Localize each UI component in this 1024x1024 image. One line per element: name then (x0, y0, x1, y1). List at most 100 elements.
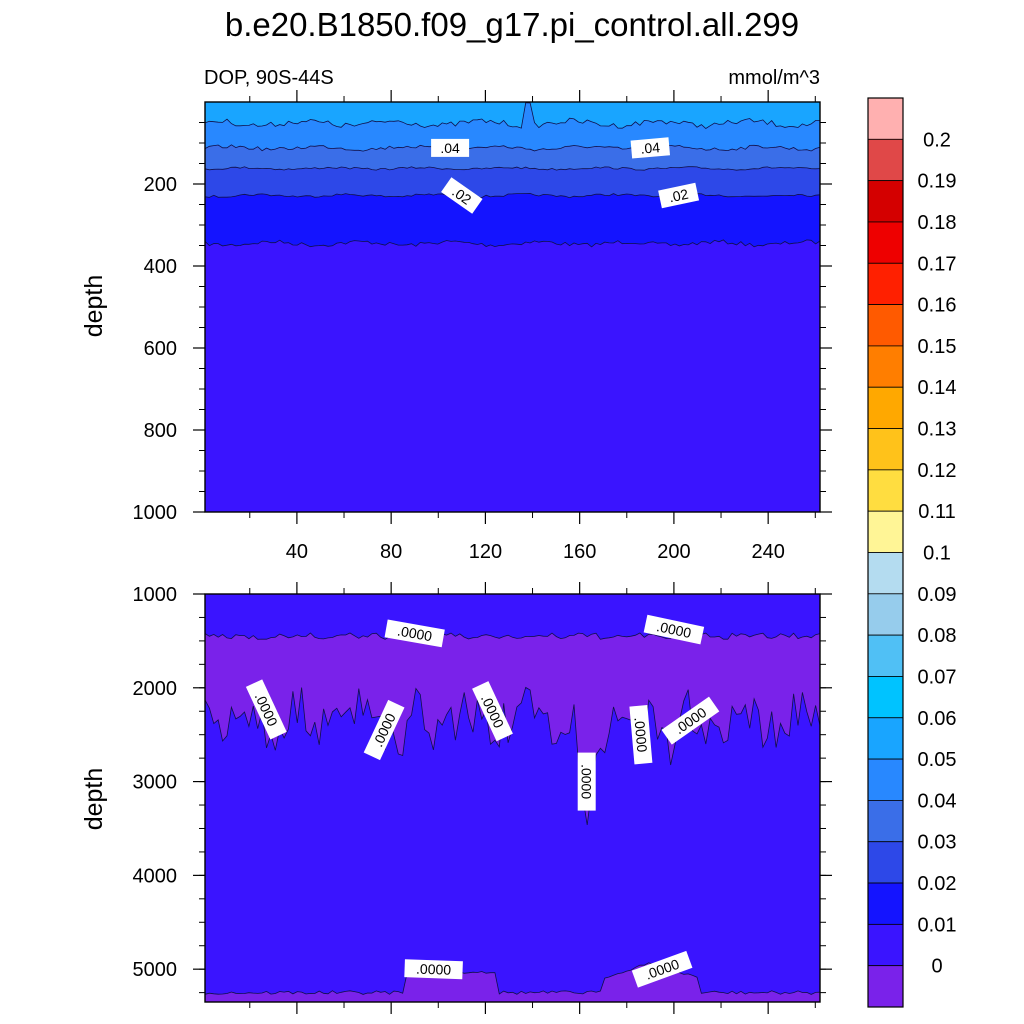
contour-label: .0000 (629, 705, 653, 765)
contour-label-box (661, 696, 720, 745)
ytick-label: 2000 (133, 678, 178, 700)
contour-line (204, 102, 820, 129)
xtick-label: 120 (469, 541, 502, 563)
colorbar-swatch (867, 634, 904, 677)
colorbar-swatch (867, 97, 904, 140)
colorbar-label: 0.01 (918, 914, 957, 936)
colorbar-label: 0.12 (918, 460, 957, 482)
contour-label: .0000 (643, 614, 705, 645)
contour-label: .0000 (577, 752, 596, 811)
panel-frame (204, 101, 821, 513)
contour-label-box (658, 182, 700, 209)
colorbar-swatch (867, 965, 904, 1008)
colorbar-label: 0.09 (918, 584, 957, 606)
colorbar-label: 0.11 (918, 501, 955, 523)
contour-line (204, 192, 821, 199)
contour-line (204, 632, 821, 640)
colorbar-label: 0.1 (923, 543, 951, 565)
colorbar-swatch (867, 180, 904, 223)
contour-label-text: .0000 (416, 961, 452, 978)
contour-line (204, 239, 821, 248)
colorbar-label: 0.08 (918, 625, 957, 647)
colorbar-label: 0.19 (918, 171, 957, 193)
colorbar-label: 0.07 (918, 666, 957, 688)
lower-panel: .0000.0000.0000.0000.0000.0000.0000.0000… (133, 582, 832, 1014)
contour-label-text: .0000 (655, 618, 693, 641)
subtitle-units: mmol/m^3 (728, 67, 820, 89)
colorbar-label: 0.18 (918, 212, 957, 234)
xtick-label: 40 (286, 541, 308, 563)
upper-ylabel: depth (80, 275, 108, 338)
colorbar-frame (867, 97, 904, 1008)
colorbar-label: 0.14 (918, 377, 957, 399)
contour-line (204, 962, 821, 995)
contour-label-box (630, 137, 671, 159)
contour-label-text: .0000 (579, 764, 595, 799)
colorbar-label: 0.02 (918, 873, 957, 895)
colorbar-label: 0.15 (918, 336, 957, 358)
colorbar-swatch (867, 717, 904, 760)
colorbar-swatch (867, 593, 904, 636)
colorbar-swatch (867, 676, 904, 719)
xtick-label: 80 (380, 541, 402, 563)
colorbar-swatch (867, 304, 904, 347)
panel-frame (204, 593, 821, 1003)
contour-label-text: .0000 (631, 717, 650, 754)
ytick-label: 800 (144, 420, 177, 442)
ytick-label: 4000 (133, 865, 178, 887)
contour-label: .0000 (631, 950, 693, 988)
contour-label: .0000 (404, 959, 463, 980)
contour-label-box (384, 619, 445, 648)
colorbar-swatch (867, 552, 904, 595)
lower-ylabel: depth (80, 768, 108, 831)
contour-label-box (472, 681, 513, 742)
contour-label: .04 (630, 137, 671, 159)
ytick-label: 200 (144, 174, 177, 196)
contour-band-0.05-0.06 (205, 102, 820, 129)
colorbar-label: 0 (931, 956, 942, 978)
contour-label-box (404, 959, 463, 980)
subtitle-left: DOP, 90S-44S (204, 67, 334, 89)
chart-title: b.e20.B1850.f09_g17.pi_control.all.299 (225, 6, 799, 43)
contour-label-box (245, 679, 287, 740)
contour-label-box (577, 752, 596, 811)
colorbar-swatch (867, 800, 904, 843)
xtick-label: 160 (563, 541, 596, 563)
colorbar-label: 0.06 (918, 708, 957, 730)
colorbar-swatch (867, 428, 904, 471)
colorbar-label: 0.04 (918, 790, 957, 812)
zero-band (205, 633, 820, 825)
ytick-label: 400 (144, 256, 177, 278)
colorbar-swatch (867, 882, 904, 925)
colorbar-swatch (867, 345, 904, 388)
xtick-label: 240 (751, 541, 784, 563)
colorbar-swatch (867, 386, 904, 429)
ytick-label: 600 (144, 338, 177, 360)
contour-label-text: .04 (440, 140, 460, 156)
colorbar: 0.2 0.19 0.18 0.17 0.16 0.15 0.14 0.13 0.12 0.11 0… (867, 97, 957, 1008)
colorbar-label: 0.13 (918, 419, 957, 441)
colorbar-swatch (867, 758, 904, 801)
contour-line (204, 686, 821, 825)
contour-label: .02 (658, 182, 700, 209)
ytick-label: 3000 (133, 772, 178, 794)
colorbar-label: 0.05 (918, 749, 957, 771)
colorbar-swatch (867, 510, 904, 553)
ytick-label: 1000 (133, 502, 178, 524)
contour-label: .0000 (384, 619, 445, 648)
colorbar-swatch (867, 923, 904, 967)
contour-line (204, 166, 821, 171)
ytick-label: 5000 (133, 959, 178, 981)
contour-label-text: .02 (667, 186, 690, 206)
contour-label-box (643, 614, 705, 645)
colorbar-label: 0.2 (923, 129, 951, 151)
contour-label-text: .0000 (396, 622, 433, 644)
contour-label-box (441, 177, 483, 214)
colorbar-swatch (867, 262, 904, 305)
contour-label-box (631, 950, 693, 988)
contour-label-box (431, 138, 470, 157)
colorbar-swatch (867, 469, 904, 512)
colorbar-label: 0.03 (918, 832, 957, 854)
